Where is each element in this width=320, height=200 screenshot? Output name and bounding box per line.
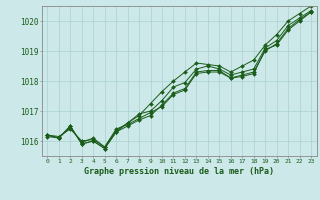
X-axis label: Graphe pression niveau de la mer (hPa): Graphe pression niveau de la mer (hPa) xyxy=(84,167,274,176)
